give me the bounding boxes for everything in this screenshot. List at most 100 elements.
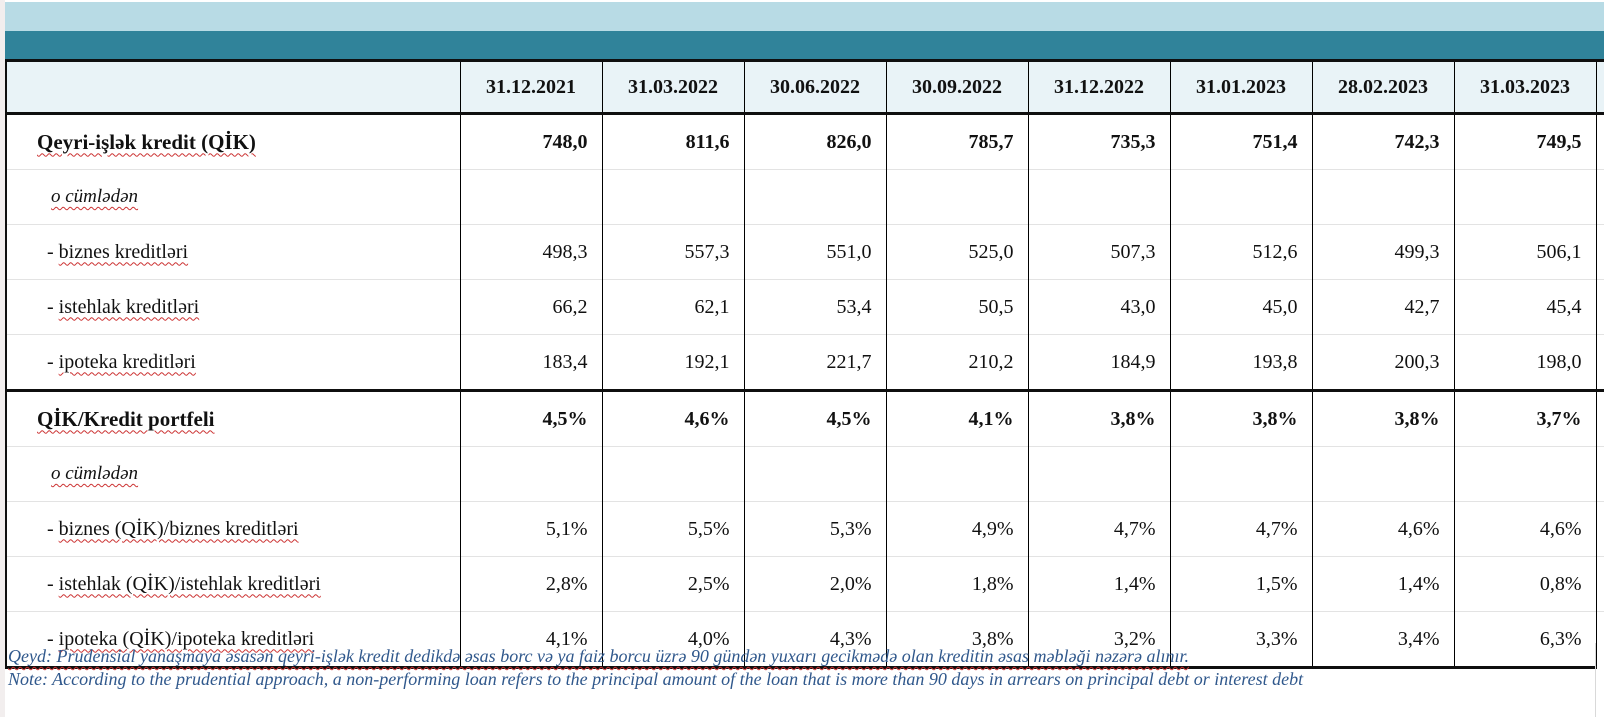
value-cell [743, 169, 886, 225]
value-cell: 45,4 [1453, 279, 1596, 335]
value-cell: 499,3 [1311, 224, 1454, 280]
value-cell: 749,5 [1453, 113, 1596, 170]
value-cell: 826,0 [743, 113, 886, 170]
table-row: - istehlak kreditləri 66,2 62,1 53,4 50,5 43,… [5, 279, 1604, 335]
row-label-cell: o cümlədən [5, 169, 460, 225]
row-label-text: QİK/Kredit portfeli [37, 406, 215, 431]
column-header-date: 31.03.2023 [1453, 59, 1596, 115]
value-cell: 512,6 [1169, 224, 1312, 280]
value-cell: 5,3% [743, 501, 886, 557]
value-cell: 4,6% [1453, 501, 1596, 557]
overflow-cell [1595, 501, 1604, 557]
table-row: - ipoteka kreditləri 183,4 192,1 221,7 210,2… [5, 334, 1604, 391]
row-label-text: biznes (QİK)/biznes kreditləri [58, 517, 299, 540]
value-cell [601, 169, 744, 225]
value-cell: 811,6 [601, 113, 744, 170]
column-header-date: 31.03.2022 [601, 59, 744, 115]
value-cell [1027, 169, 1170, 225]
row-label-prefix: - [47, 572, 59, 595]
row-label-cell: - istehlak (QİK)/istehlak kreditləri [5, 556, 460, 612]
value-cell: 42,7 [1311, 279, 1454, 335]
value-cell [1453, 169, 1596, 225]
footnote-azerbaijani: Qeyd: Prudensial yanaşmaya əsasən qeyri-… [8, 645, 1604, 668]
row-label-text: istehlak kreditləri [58, 295, 200, 318]
value-cell: 525,0 [885, 224, 1028, 280]
row-label-cell: - biznes (QİK)/biznes kreditləri [5, 501, 460, 557]
value-cell: 2,5% [601, 556, 744, 612]
value-cell: 210,2 [885, 334, 1028, 391]
row-label-cell: - ipoteka kreditləri [5, 334, 460, 391]
row-label-text: Qeyri-işlək kredit (QİK) [37, 129, 256, 154]
row-label-cell: QİK/Kredit portfeli [5, 389, 460, 447]
footnotes: Qeyd: Prudensial yanaşmaya əsasən qeyri-… [8, 645, 1604, 691]
overflow-cell [1595, 279, 1604, 335]
row-label-cell: Qeyri-işlək kredit (QİK) [5, 113, 460, 170]
table-row: o cümlədən [5, 446, 1604, 502]
row-label-prefix: - [47, 295, 59, 318]
value-cell: 62,1 [601, 279, 744, 335]
overflow-cell [1595, 169, 1604, 225]
table-header-row: 31.12.2021 31.03.2022 30.06.2022 30.09.2022… [5, 59, 1604, 115]
value-cell: 3,2% [1027, 611, 1170, 669]
row-label-prefix: - [47, 517, 59, 540]
row-label-text: o cümlədən [51, 186, 139, 207]
row-label-cell: - istehlak kreditləri [5, 279, 460, 335]
overflow-cell [1595, 113, 1604, 170]
row-label-text: ipoteka (QİK)/ipoteka kreditləri [58, 627, 315, 650]
value-cell: 785,7 [885, 113, 1028, 170]
value-cell: 4,5% [743, 389, 886, 447]
footnote-az-text: Qeyd: Prudensial yanaşmaya əsasən qeyri-… [8, 646, 1190, 666]
value-cell [1169, 446, 1312, 502]
row-label-text: ipoteka kreditləri [58, 350, 196, 373]
row-label-text: o cümlədən [51, 463, 139, 484]
column-header-date: 31.01.2023 [1169, 59, 1312, 115]
table-row: - biznes (QİK)/biznes kreditləri 5,1% 5,5%… [5, 501, 1604, 557]
table-row: - istehlak (QİK)/istehlak kreditləri 2,8%… [5, 556, 1604, 612]
value-cell: 498,3 [459, 224, 602, 280]
value-cell: 742,3 [1311, 113, 1454, 170]
column-header-date: 30.09.2022 [885, 59, 1028, 115]
table-corner-cell [5, 59, 460, 115]
value-cell: 3,8% [1311, 389, 1454, 447]
value-cell: 221,7 [743, 334, 886, 391]
value-cell: 3,8% [1027, 389, 1170, 447]
value-cell: 66,2 [459, 279, 602, 335]
table-row: - ipoteka (QİK)/ipoteka kreditləri 4,1% 4,… [5, 611, 1604, 669]
value-cell [885, 446, 1028, 502]
value-cell: 53,4 [743, 279, 886, 335]
table-row: Qeyri-işlək kredit (QİK) 748,0 811,6 826,0 7… [5, 113, 1604, 170]
overflow-cell [1595, 556, 1604, 612]
table-row: QİK/Kredit portfeli 4,5% 4,6% 4,5% 4,1% 3,8% 3… [5, 389, 1604, 447]
value-cell: 0,8% [1453, 556, 1596, 612]
value-cell: 3,8% [885, 611, 1028, 669]
column-header-date: 31.12.2021 [459, 59, 602, 115]
value-cell: 551,0 [743, 224, 886, 280]
value-cell: 3,3% [1169, 611, 1312, 669]
value-cell: 200,3 [1311, 334, 1454, 391]
value-cell: 751,4 [1169, 113, 1312, 170]
value-cell: 507,3 [1027, 224, 1170, 280]
overflow-cell [1595, 389, 1604, 447]
value-cell [1453, 446, 1596, 502]
teal-title-bar [5, 31, 1604, 59]
value-cell: 183,4 [459, 334, 602, 391]
value-cell: 193,8 [1169, 334, 1312, 391]
value-cell [1027, 446, 1170, 502]
value-cell [459, 169, 602, 225]
value-cell: 198,0 [1453, 334, 1596, 391]
top-light-blue-bar [5, 2, 1604, 31]
value-cell [1311, 446, 1454, 502]
overflow-cell [1595, 446, 1604, 502]
value-cell: 4,1% [885, 389, 1028, 447]
column-header-date: 31.12.2022 [1027, 59, 1170, 115]
value-cell: 4,6% [1311, 501, 1454, 557]
column-header-date: 30.06.2022 [743, 59, 886, 115]
value-cell [743, 446, 886, 502]
column-header-overflow [1595, 59, 1604, 115]
overflow-cell [1595, 334, 1604, 391]
value-cell: 45,0 [1169, 279, 1312, 335]
value-cell: 4,7% [1169, 501, 1312, 557]
row-label-cell: - ipoteka (QİK)/ipoteka kreditləri [5, 611, 460, 669]
row-label-prefix: - [47, 627, 59, 650]
row-label-cell: - biznes kreditləri [5, 224, 460, 280]
